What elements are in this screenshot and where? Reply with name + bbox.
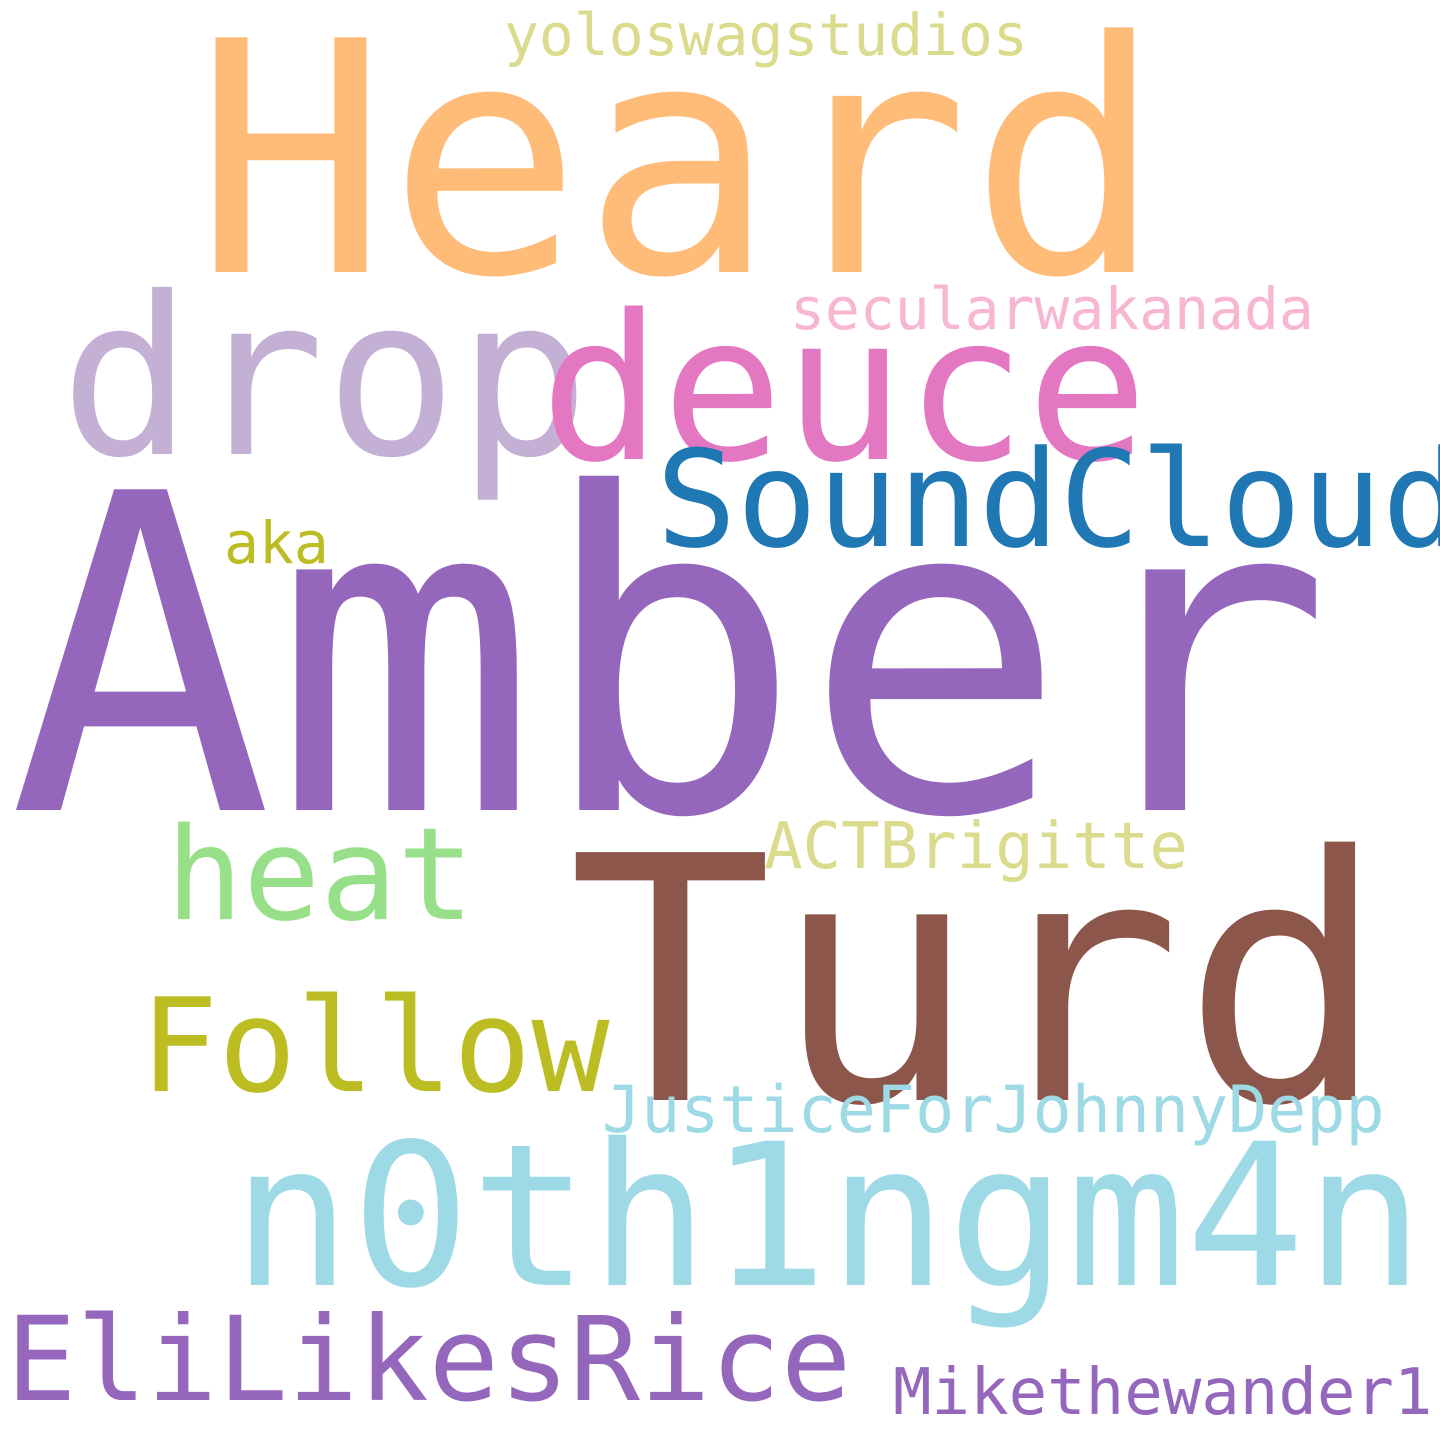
word-justicefor: JusticeForJohnnyDepp <box>602 1073 1385 1148</box>
word-aka: aka <box>224 509 329 577</box>
word-elilikesrice: EliLikesRice <box>6 1291 852 1428</box>
word-n0th1ngm4n: n0th1ngm4n <box>232 1101 1425 1332</box>
word-secularwakanada: secularwakanada <box>790 275 1314 343</box>
word-soundcloud: SoundCloud <box>656 422 1440 578</box>
word-heat: heat <box>166 801 475 950</box>
word-follow: Follow <box>140 970 610 1122</box>
word-deuce: deuce <box>540 271 1149 507</box>
word-heard: Heard <box>194 0 1164 348</box>
word-amber: Amber <box>8 402 1333 914</box>
word-drop: drop <box>60 250 590 506</box>
word-actbrigitte: ACTBrigitte <box>764 810 1188 884</box>
word-yoloswagstudios: yoloswagstudios <box>504 1 1028 69</box>
word-mikethewander1: Mikethewander1 <box>893 1356 1433 1430</box>
word-turd: Turd <box>568 785 1387 1181</box>
